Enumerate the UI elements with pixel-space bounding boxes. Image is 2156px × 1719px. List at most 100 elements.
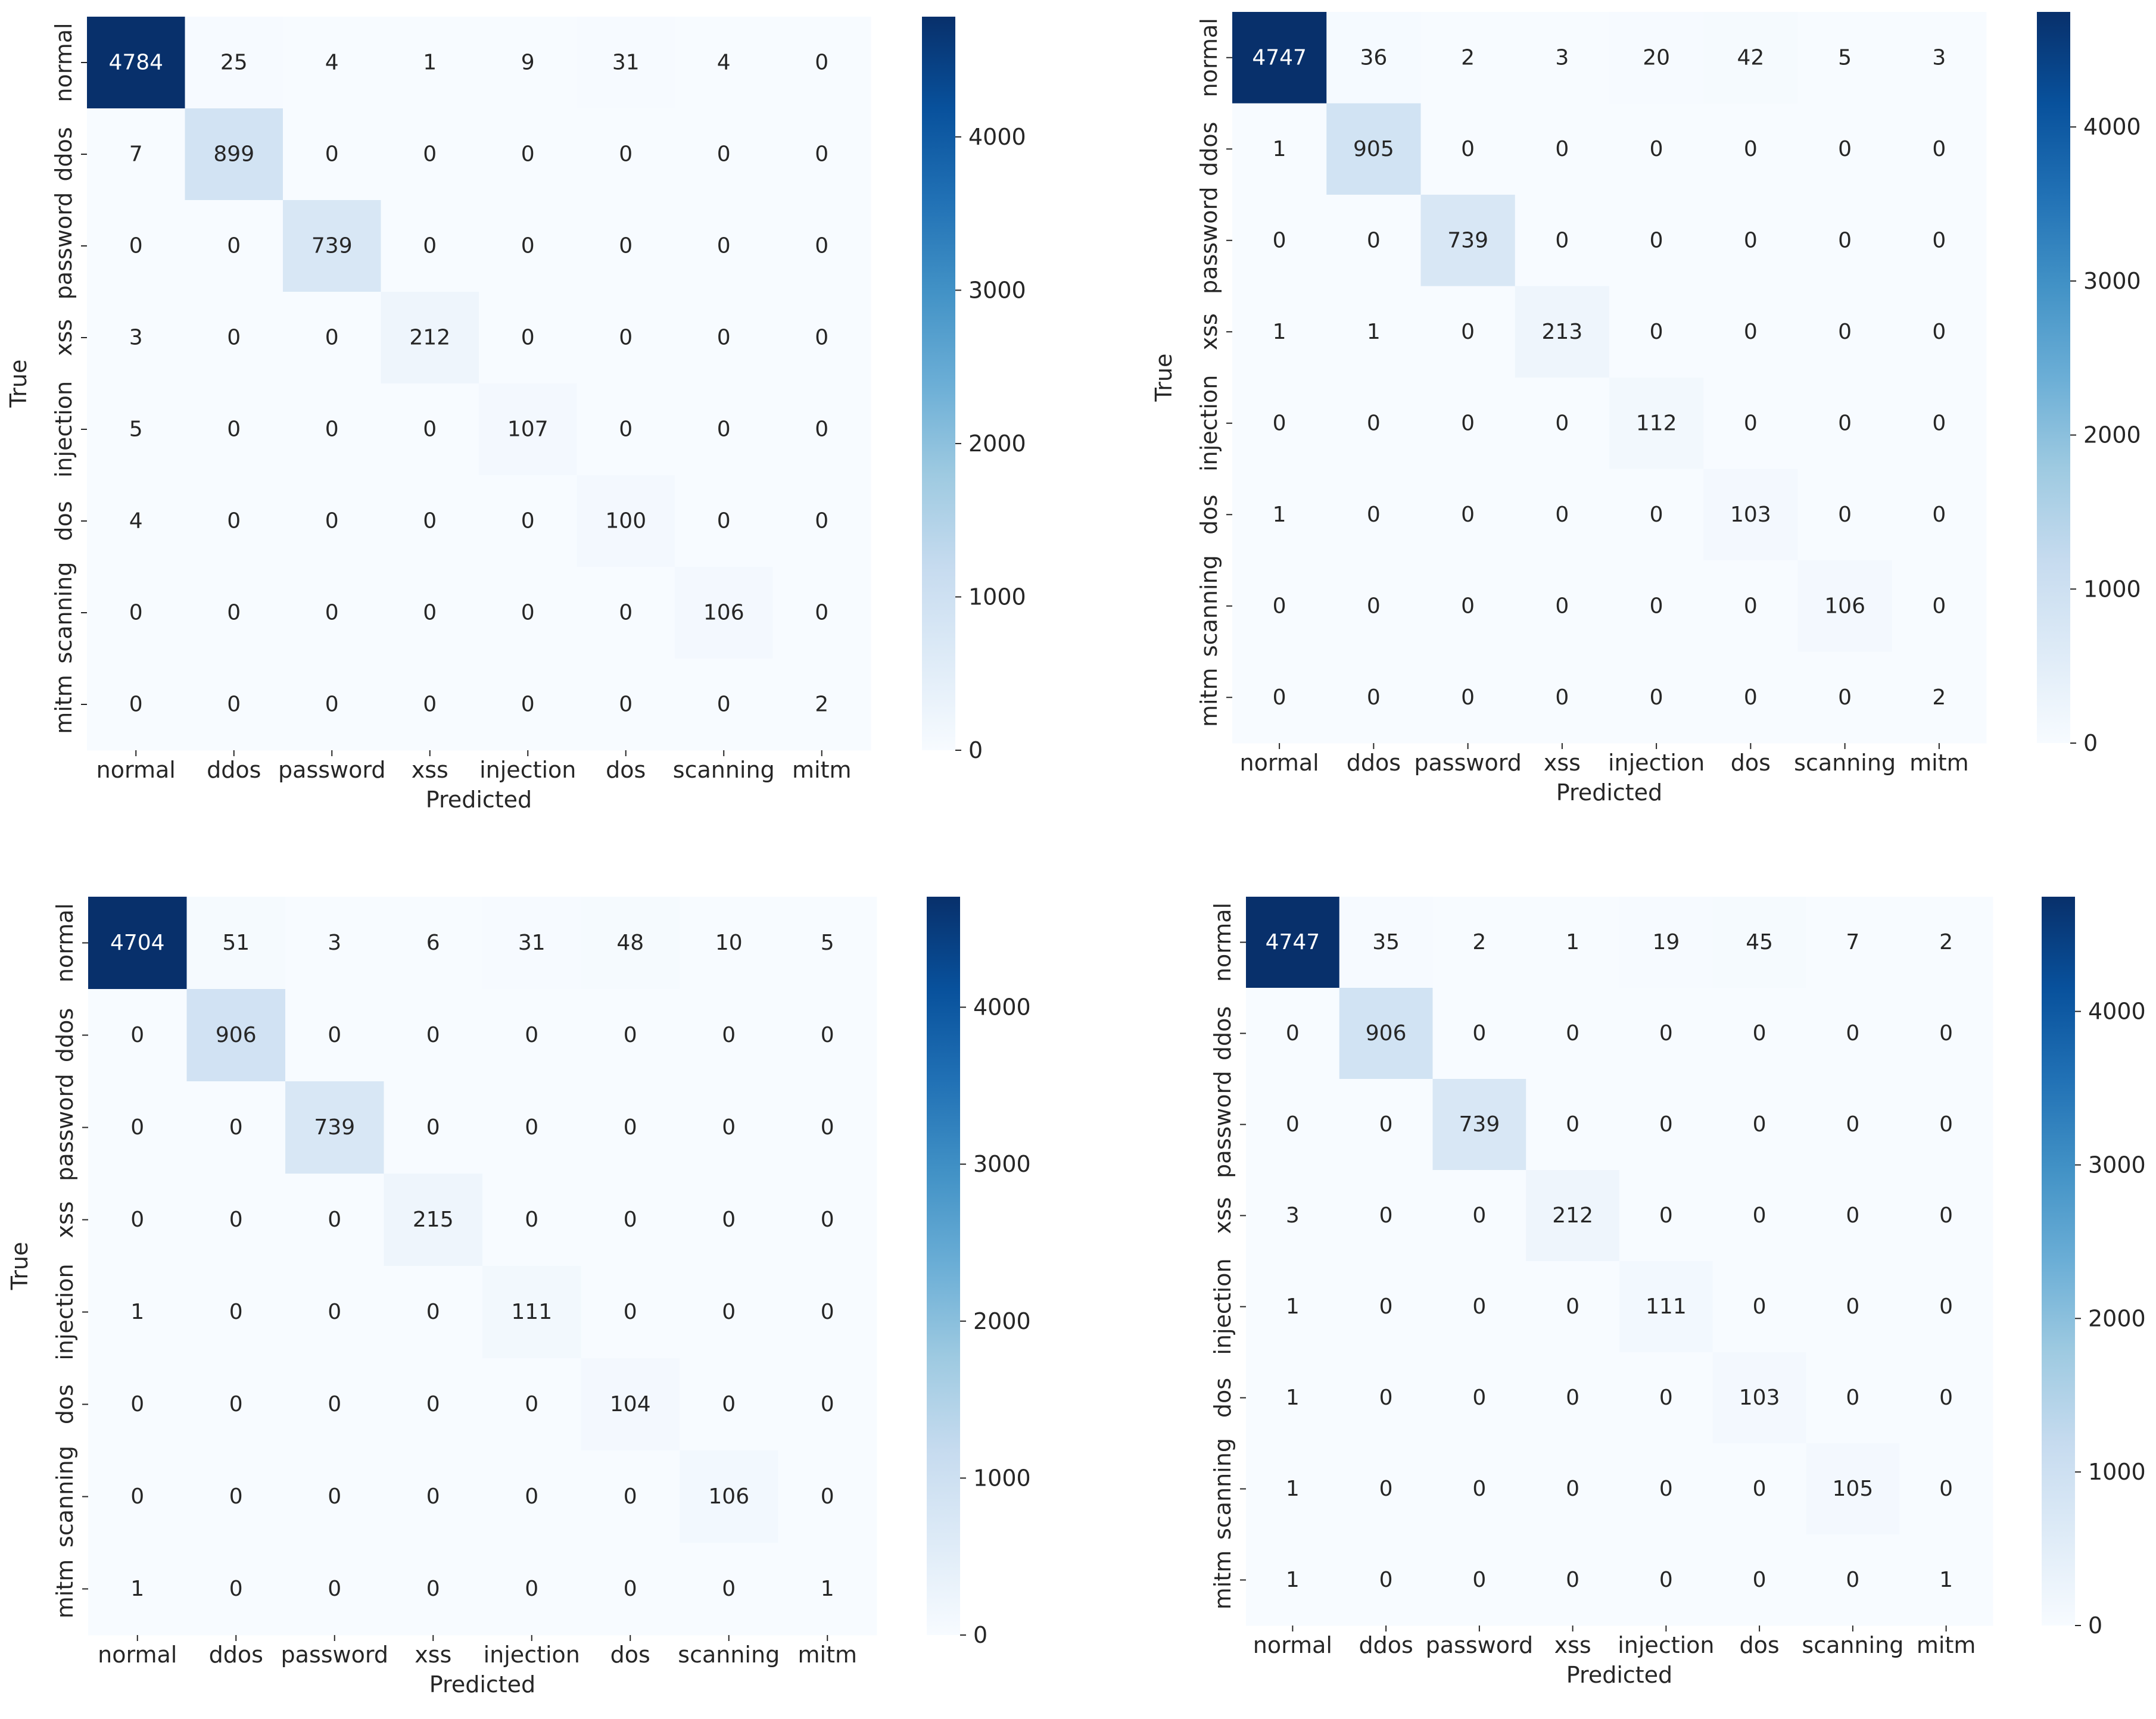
heatmap-cell xyxy=(1420,103,1516,195)
cell-value: 0 xyxy=(1939,1386,1953,1410)
cell-value: 2 xyxy=(815,692,828,717)
heatmap-cell xyxy=(577,108,675,201)
cell-value: 1 xyxy=(1286,1386,1300,1410)
cell-value: 0 xyxy=(1566,1477,1579,1501)
y-tick-label: scanning xyxy=(52,1446,78,1548)
heatmap-cell xyxy=(778,1450,877,1543)
cell-value: 0 xyxy=(821,1023,834,1047)
heatmap-cell xyxy=(1797,651,1893,744)
cell-value: 2 xyxy=(1932,685,1946,710)
x-tick-label: mitm xyxy=(798,1642,858,1668)
cell-value: 35 xyxy=(1372,930,1400,954)
heatmap-cell xyxy=(1797,12,1893,104)
y-axis-label: True xyxy=(5,360,32,408)
heatmap-cell xyxy=(1712,1534,1806,1626)
cell-value: 0 xyxy=(1846,1294,1859,1319)
cell-value: 739 xyxy=(311,234,353,258)
cell-value: 0 xyxy=(1753,1203,1766,1228)
cell-value: 0 xyxy=(619,326,633,350)
cell-value: 212 xyxy=(409,326,450,350)
cell-value: 2 xyxy=(1472,930,1486,954)
cell-value: 0 xyxy=(1650,503,1663,527)
cell-value: 0 xyxy=(1838,320,1852,344)
heatmap-cell xyxy=(479,108,577,201)
cell-value: 213 xyxy=(1542,320,1583,344)
heatmap-cell xyxy=(1712,1079,1806,1171)
cell-value: 0 xyxy=(1555,503,1569,527)
cell-value: 0 xyxy=(426,1484,440,1509)
heatmap-cell xyxy=(1326,378,1421,469)
colorbar-tick-label: 1000 xyxy=(973,1465,1031,1491)
cell-value: 0 xyxy=(1838,137,1852,161)
cell-value: 25 xyxy=(220,51,248,75)
cell-value: 6 xyxy=(426,931,440,955)
heatmap-cell xyxy=(680,1358,778,1451)
y-tick-label: mitm xyxy=(1210,1550,1236,1610)
heatmap-cell xyxy=(1246,897,1340,988)
cell-value: 0 xyxy=(1472,1386,1486,1410)
colorbar-tick-label: 1000 xyxy=(968,584,1026,610)
heatmap-cell xyxy=(680,1543,778,1636)
cell-value: 0 xyxy=(229,1208,243,1232)
cell-value: 0 xyxy=(1659,1021,1673,1046)
heatmap-cell xyxy=(1609,469,1704,561)
cell-value: 0 xyxy=(229,1484,243,1509)
heatmap-cell xyxy=(1515,378,1610,469)
cell-value: 0 xyxy=(325,692,339,717)
cell-value: 905 xyxy=(1353,137,1394,161)
cell-value: 739 xyxy=(314,1115,355,1140)
heatmap-cell xyxy=(88,1358,187,1451)
x-axis-label: Predicted xyxy=(426,787,532,813)
heatmap-cell xyxy=(772,292,871,384)
heatmap-cell xyxy=(1339,1352,1433,1444)
cell-value: 0 xyxy=(1753,1112,1766,1137)
heatmap-cell xyxy=(283,108,381,201)
heatmap-cell xyxy=(1609,651,1704,744)
x-tick-label: mitm xyxy=(1917,1632,1976,1658)
heatmap-cell xyxy=(1232,286,1327,378)
heatmap-cell xyxy=(87,200,185,292)
cell-value: 0 xyxy=(129,234,143,258)
cell-value: 0 xyxy=(722,1023,736,1047)
cell-value: 0 xyxy=(717,509,731,534)
heatmap-cell xyxy=(285,1174,384,1266)
heatmap-cell xyxy=(1339,1079,1433,1171)
cell-value: 0 xyxy=(815,142,828,167)
colorbar xyxy=(927,897,960,1635)
heatmap-cell xyxy=(675,200,773,292)
x-tick-label: mitm xyxy=(792,757,852,783)
cell-value: 0 xyxy=(229,1577,243,1601)
x-tick-label: ddos xyxy=(209,1642,263,1668)
cell-value: 51 xyxy=(222,931,250,955)
cell-value: 0 xyxy=(1744,411,1758,435)
heatmap-cell xyxy=(581,1543,680,1636)
heatmap-cell xyxy=(1515,195,1610,286)
cell-value: 899 xyxy=(213,142,254,167)
cell-value: 0 xyxy=(1273,228,1286,252)
cell-value: 0 xyxy=(1461,137,1475,161)
cell-value: 0 xyxy=(1659,1203,1673,1228)
y-tick-label: mitm xyxy=(1196,668,1222,728)
heatmap-cell xyxy=(1797,469,1893,561)
cell-value: 0 xyxy=(521,601,535,625)
heatmap-cell xyxy=(1339,897,1433,988)
cell-value: 0 xyxy=(1555,594,1569,618)
y-tick-label: scanning xyxy=(1196,555,1222,657)
cell-value: 0 xyxy=(521,509,535,534)
colorbar xyxy=(2042,897,2075,1626)
cell-value: 0 xyxy=(1566,1294,1579,1319)
y-tick-label: injection xyxy=(1210,1258,1236,1355)
cell-value: 0 xyxy=(624,1577,637,1601)
heatmap-cell xyxy=(1703,195,1798,286)
heatmap-cell xyxy=(285,1358,384,1451)
cell-value: 906 xyxy=(216,1023,257,1047)
heatmap-cell xyxy=(1420,378,1516,469)
heatmap-cell xyxy=(1619,1443,1713,1535)
heatmap-cell xyxy=(1515,651,1610,744)
x-tick-label: normal xyxy=(1253,1632,1332,1658)
heatmap-cell xyxy=(772,108,871,201)
heatmap-cell xyxy=(1420,560,1516,652)
cell-value: 0 xyxy=(1744,594,1758,618)
heatmap-cell xyxy=(581,1266,680,1359)
x-tick-label: injection xyxy=(479,757,576,783)
